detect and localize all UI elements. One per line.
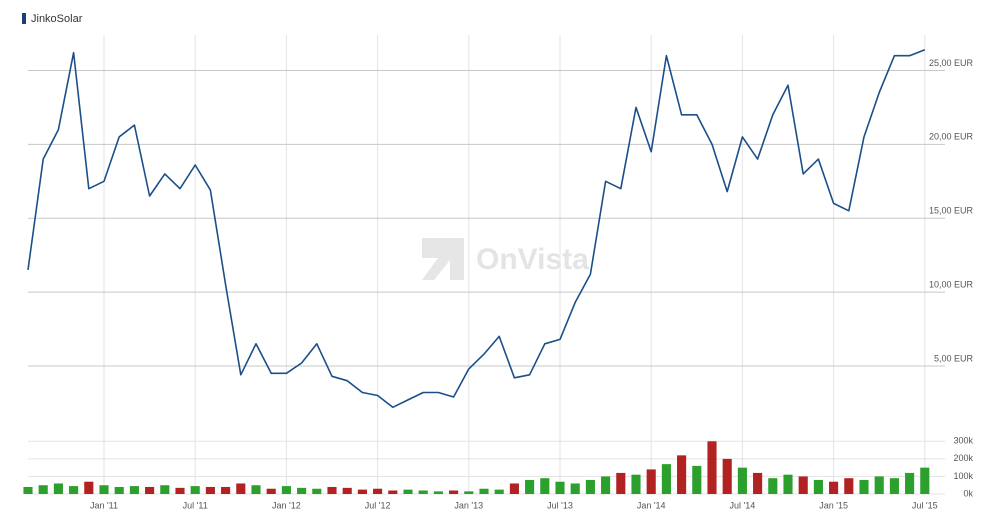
volume-bar [798,476,808,494]
y-tick-label: 300k [953,436,973,446]
legend-label: JinkoSolar [31,13,83,25]
watermark: OnVista [422,238,589,280]
volume-bar [783,474,793,494]
volume-bar [753,472,763,494]
volume-bar [388,490,398,494]
y-tick-label: 200k [953,453,973,463]
volume-bar [327,486,337,494]
volume-bar [646,469,656,494]
volume-bar [129,486,139,494]
volume-bar [844,478,854,494]
x-tick-label: Jan '14 [637,500,666,510]
x-tick-label: Jul '14 [730,500,756,510]
volume-bar [813,479,823,494]
price-line [27,49,926,409]
volume-bar [357,489,367,494]
x-tick-label: Jan '13 [454,500,483,510]
volume-bar [677,455,687,494]
volume-bar [661,464,671,494]
volume-bar [722,458,732,494]
volume-bar [99,485,109,494]
volume-bar [145,486,155,494]
watermark-logo [422,238,464,280]
x-tick-label: Jan '11 [90,500,118,510]
volume-bar [38,485,48,494]
y-tick-label: 100k [953,471,973,481]
volume-bar [874,476,884,494]
y-tick-label: 20,00 EUR [929,132,974,142]
volume-bar [449,490,459,494]
legend-marker [22,13,26,24]
volume-bar [585,479,595,494]
volume-bar [236,483,246,494]
volume-bar [342,487,352,494]
x-tick-label: Jan '15 [819,500,848,510]
volume-bar [829,481,839,494]
volume-bar [114,486,124,494]
volume-bar [920,467,930,494]
volume-bar [509,483,519,494]
volume-bar [312,488,322,494]
x-tick-label: Jul '11 [183,500,208,510]
volume-bar [23,486,33,494]
volume-bar [281,486,291,494]
volume-bar [205,486,215,494]
volume-bar [905,472,915,494]
x-tick-label: Jul '15 [912,500,938,510]
volume-bar [768,478,778,494]
watermark-text: OnVista [476,243,589,276]
y-tick-label: 25,00 EUR [929,58,974,68]
volume-bar [160,485,170,494]
volume-bar [889,478,899,494]
volume-bar [859,479,869,494]
volume-bar [707,441,717,494]
volume-bar [570,483,580,494]
x-tick-label: Jul '13 [547,500,573,510]
volume-bar [53,483,63,494]
volume-bar [373,488,383,494]
x-tick-label: Jan '12 [272,500,301,510]
volume-bar [555,481,565,494]
volume-bar [616,472,626,494]
volume-bar [266,488,276,494]
volume-bar [737,467,747,494]
y-tick-label: 0k [963,488,973,498]
x-tick-label: Jul '12 [365,500,391,510]
volume-bar [601,476,611,494]
y-tick-label: 10,00 EUR [929,279,974,289]
volume-bar [403,489,413,494]
volume-bar [631,474,641,494]
volume-bar [221,486,231,494]
volume-bar [190,486,200,494]
volume-bar [175,487,185,494]
volume-bar [692,465,702,494]
volume-bar [69,486,79,494]
volume-bar [479,488,489,494]
volume-bar [84,481,94,494]
y-tick-label: 5,00 EUR [934,353,974,363]
volume-bar [418,490,428,494]
volume-bar [464,491,474,494]
volume-bar [494,489,504,494]
volume-bar [540,478,550,494]
volume-bar [433,491,443,494]
volume-bar [251,485,261,494]
volume-bar [525,479,535,494]
volume-bar [297,487,307,494]
y-tick-label: 15,00 EUR [929,206,974,216]
